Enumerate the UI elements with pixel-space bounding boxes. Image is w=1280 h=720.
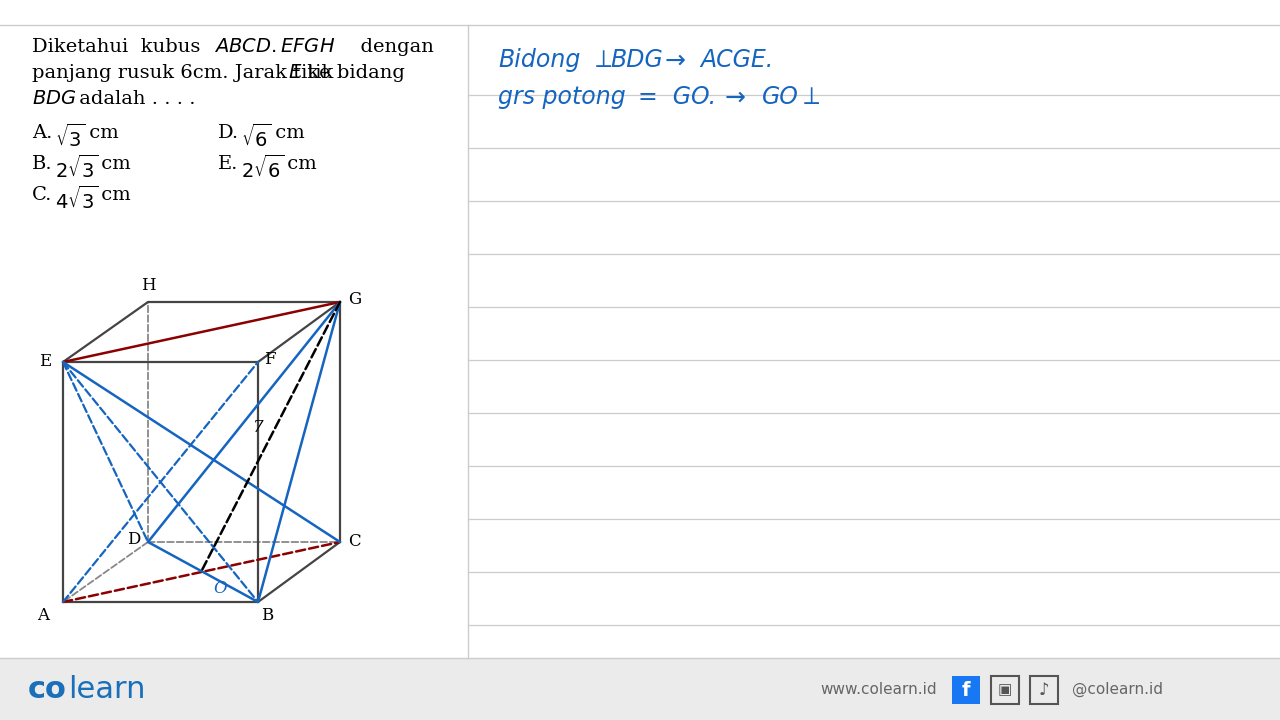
- Text: $BDG$: $BDG$: [32, 90, 77, 108]
- Text: C: C: [348, 534, 361, 551]
- Text: G: G: [348, 292, 361, 308]
- Text: ACGE.: ACGE.: [700, 48, 773, 72]
- Bar: [952, 676, 980, 704]
- Text: dengan: dengan: [348, 38, 434, 56]
- Text: cm: cm: [282, 155, 316, 173]
- Text: adalah . . . .: adalah . . . .: [73, 90, 196, 108]
- Text: cm: cm: [95, 155, 131, 173]
- Text: $\sqrt{6}$: $\sqrt{6}$: [241, 124, 271, 151]
- Bar: [991, 676, 1019, 704]
- Text: $4\sqrt{3}$: $4\sqrt{3}$: [55, 186, 99, 213]
- Text: $\rightarrow$: $\rightarrow$: [660, 48, 686, 72]
- Text: www.colearn.id: www.colearn.id: [820, 682, 937, 696]
- Text: ▣: ▣: [998, 683, 1012, 698]
- Text: $E$: $E$: [288, 64, 302, 82]
- Text: grs potong: grs potong: [498, 85, 626, 109]
- Text: $2\sqrt{6}$: $2\sqrt{6}$: [241, 155, 284, 182]
- Text: C.: C.: [32, 186, 52, 204]
- Text: $ABCD.EFGH$: $ABCD.EFGH$: [214, 38, 335, 56]
- Bar: [1030, 676, 1059, 704]
- Text: A: A: [37, 607, 49, 624]
- Text: $\rightarrow$: $\rightarrow$: [719, 85, 746, 109]
- Text: B.: B.: [32, 155, 52, 173]
- Text: A.: A.: [32, 124, 52, 142]
- Text: =  GO.: = GO.: [637, 85, 716, 109]
- Text: cm: cm: [269, 124, 305, 142]
- Text: H: H: [141, 277, 155, 294]
- Text: GO: GO: [762, 85, 799, 109]
- Text: cm: cm: [83, 124, 119, 142]
- Text: Diketahui  kubus: Diketahui kubus: [32, 38, 212, 56]
- Text: B: B: [261, 607, 273, 624]
- Text: @colearn.id: @colearn.id: [1073, 681, 1164, 697]
- Text: panjang rusuk 6cm. Jarak titik: panjang rusuk 6cm. Jarak titik: [32, 64, 339, 82]
- Text: learn: learn: [68, 675, 146, 703]
- Text: $\sqrt{3}$: $\sqrt{3}$: [55, 124, 86, 151]
- Text: $2\sqrt{3}$: $2\sqrt{3}$: [55, 155, 99, 182]
- Text: ke bidang: ke bidang: [301, 64, 404, 82]
- Text: $\perp$: $\perp$: [797, 85, 820, 109]
- Text: E.: E.: [218, 155, 238, 173]
- Text: E: E: [38, 354, 51, 371]
- Text: F: F: [264, 351, 275, 369]
- Text: D: D: [127, 531, 140, 549]
- Text: co: co: [28, 675, 67, 703]
- Bar: [0, 658, 1280, 720]
- Text: D.: D.: [218, 124, 239, 142]
- Text: 7: 7: [253, 418, 264, 436]
- Text: ♪: ♪: [1038, 681, 1050, 699]
- Text: O: O: [212, 580, 227, 597]
- Text: Bidong: Bidong: [498, 48, 580, 72]
- Text: BDG: BDG: [611, 48, 663, 72]
- Text: $\perp$: $\perp$: [590, 48, 613, 72]
- Text: f: f: [961, 680, 970, 700]
- Text: cm: cm: [95, 186, 131, 204]
